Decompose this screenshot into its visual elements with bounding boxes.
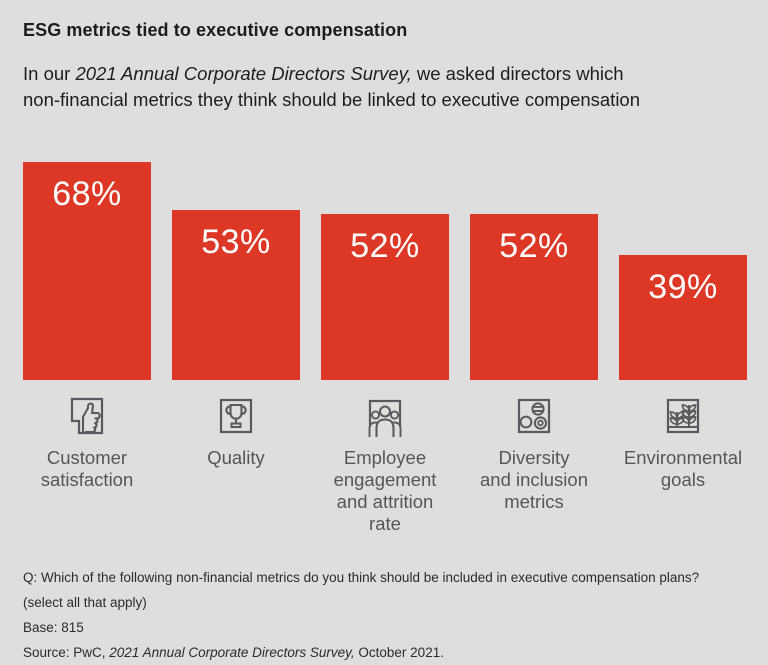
footnotes: Q: Which of the following non-financial …: [23, 565, 747, 665]
source-survey-name: 2021 Annual Corporate Directors Survey,: [109, 645, 355, 660]
bar-value-label: 52%: [499, 227, 569, 265]
chart-subtitle: In our 2021 Annual Corporate Directors S…: [23, 61, 747, 113]
category-label: Quality: [207, 447, 265, 468]
category-diversity-and-inclusion-metrics: Diversity and inclusion metrics: [470, 393, 598, 535]
category-employee-engagement-and-attrition-rate: Employee engagement and attrition rate: [321, 393, 449, 535]
people-group-icon: [362, 393, 408, 439]
bar-environmental-goals: 39%: [619, 255, 747, 380]
category-customer-satisfaction: Customer satisfaction: [23, 393, 151, 535]
source-prefix: Source: PwC,: [23, 645, 110, 660]
thumbs-up-icon: [64, 393, 110, 439]
category-label: Employee engagement and attrition rate: [333, 447, 437, 534]
category-environmental-goals: Environmental goals: [619, 393, 747, 535]
diversity-circles-icon: [511, 393, 557, 439]
bar-customer-satisfaction: 68%: [23, 162, 151, 380]
source-suffix: October 2021.: [354, 645, 444, 660]
plant-growth-icon: [660, 393, 706, 439]
bar-employee-engagement-and-attrition-rate: 52%: [321, 214, 449, 380]
bar-chart-categories-row: Customer satisfaction Quality Employee eng…: [23, 393, 747, 535]
bar-value-label: 53%: [201, 223, 271, 261]
bar-value-label: 39%: [648, 268, 718, 306]
subtitle-prefix: In our: [23, 63, 76, 84]
select-note: (select all that apply): [23, 595, 147, 610]
bar-chart-bars-row: 68% 53% 52% 52% 39%: [23, 161, 747, 380]
subtitle-survey-name: 2021 Annual Corporate Directors Survey,: [75, 63, 412, 84]
page-title: ESG metrics tied to executive compensati…: [23, 20, 408, 40]
bar-quality: 53%: [172, 210, 300, 380]
category-label: Customer satisfaction: [40, 447, 134, 490]
base-note: Base: 815: [23, 620, 84, 635]
category-quality: Quality: [172, 393, 300, 535]
bar-value-label: 68%: [52, 175, 122, 213]
question-text: Q: Which of the following non-financial …: [23, 570, 700, 585]
category-label: Diversity and inclusion metrics: [480, 447, 588, 512]
subtitle-suffix: we asked directors which non-financial m…: [23, 63, 641, 110]
bar-value-label: 52%: [350, 227, 420, 265]
bar-diversity-and-inclusion-metrics: 52%: [470, 214, 598, 380]
trophy-icon: [213, 393, 259, 439]
category-label: Environmental goals: [623, 447, 743, 490]
